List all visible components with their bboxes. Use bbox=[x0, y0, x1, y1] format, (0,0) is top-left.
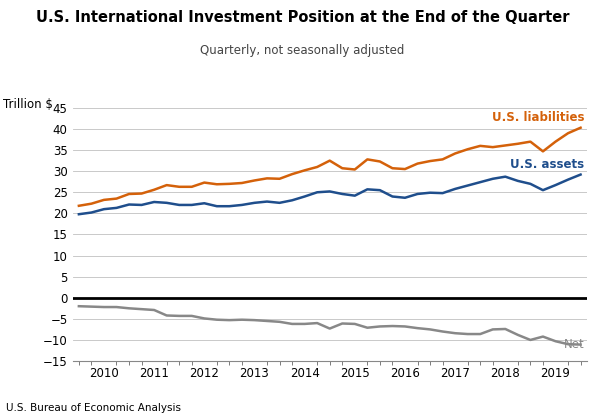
Text: Trillion $: Trillion $ bbox=[3, 98, 53, 110]
Text: U.S. liabilities: U.S. liabilities bbox=[492, 111, 584, 124]
Text: Net: Net bbox=[564, 338, 584, 351]
Text: U.S. International Investment Position at the End of the Quarter: U.S. International Investment Position a… bbox=[36, 10, 569, 25]
Text: U.S. assets: U.S. assets bbox=[510, 158, 584, 171]
Text: Quarterly, not seasonally adjusted: Quarterly, not seasonally adjusted bbox=[200, 44, 405, 56]
Text: U.S. Bureau of Economic Analysis: U.S. Bureau of Economic Analysis bbox=[6, 403, 181, 413]
